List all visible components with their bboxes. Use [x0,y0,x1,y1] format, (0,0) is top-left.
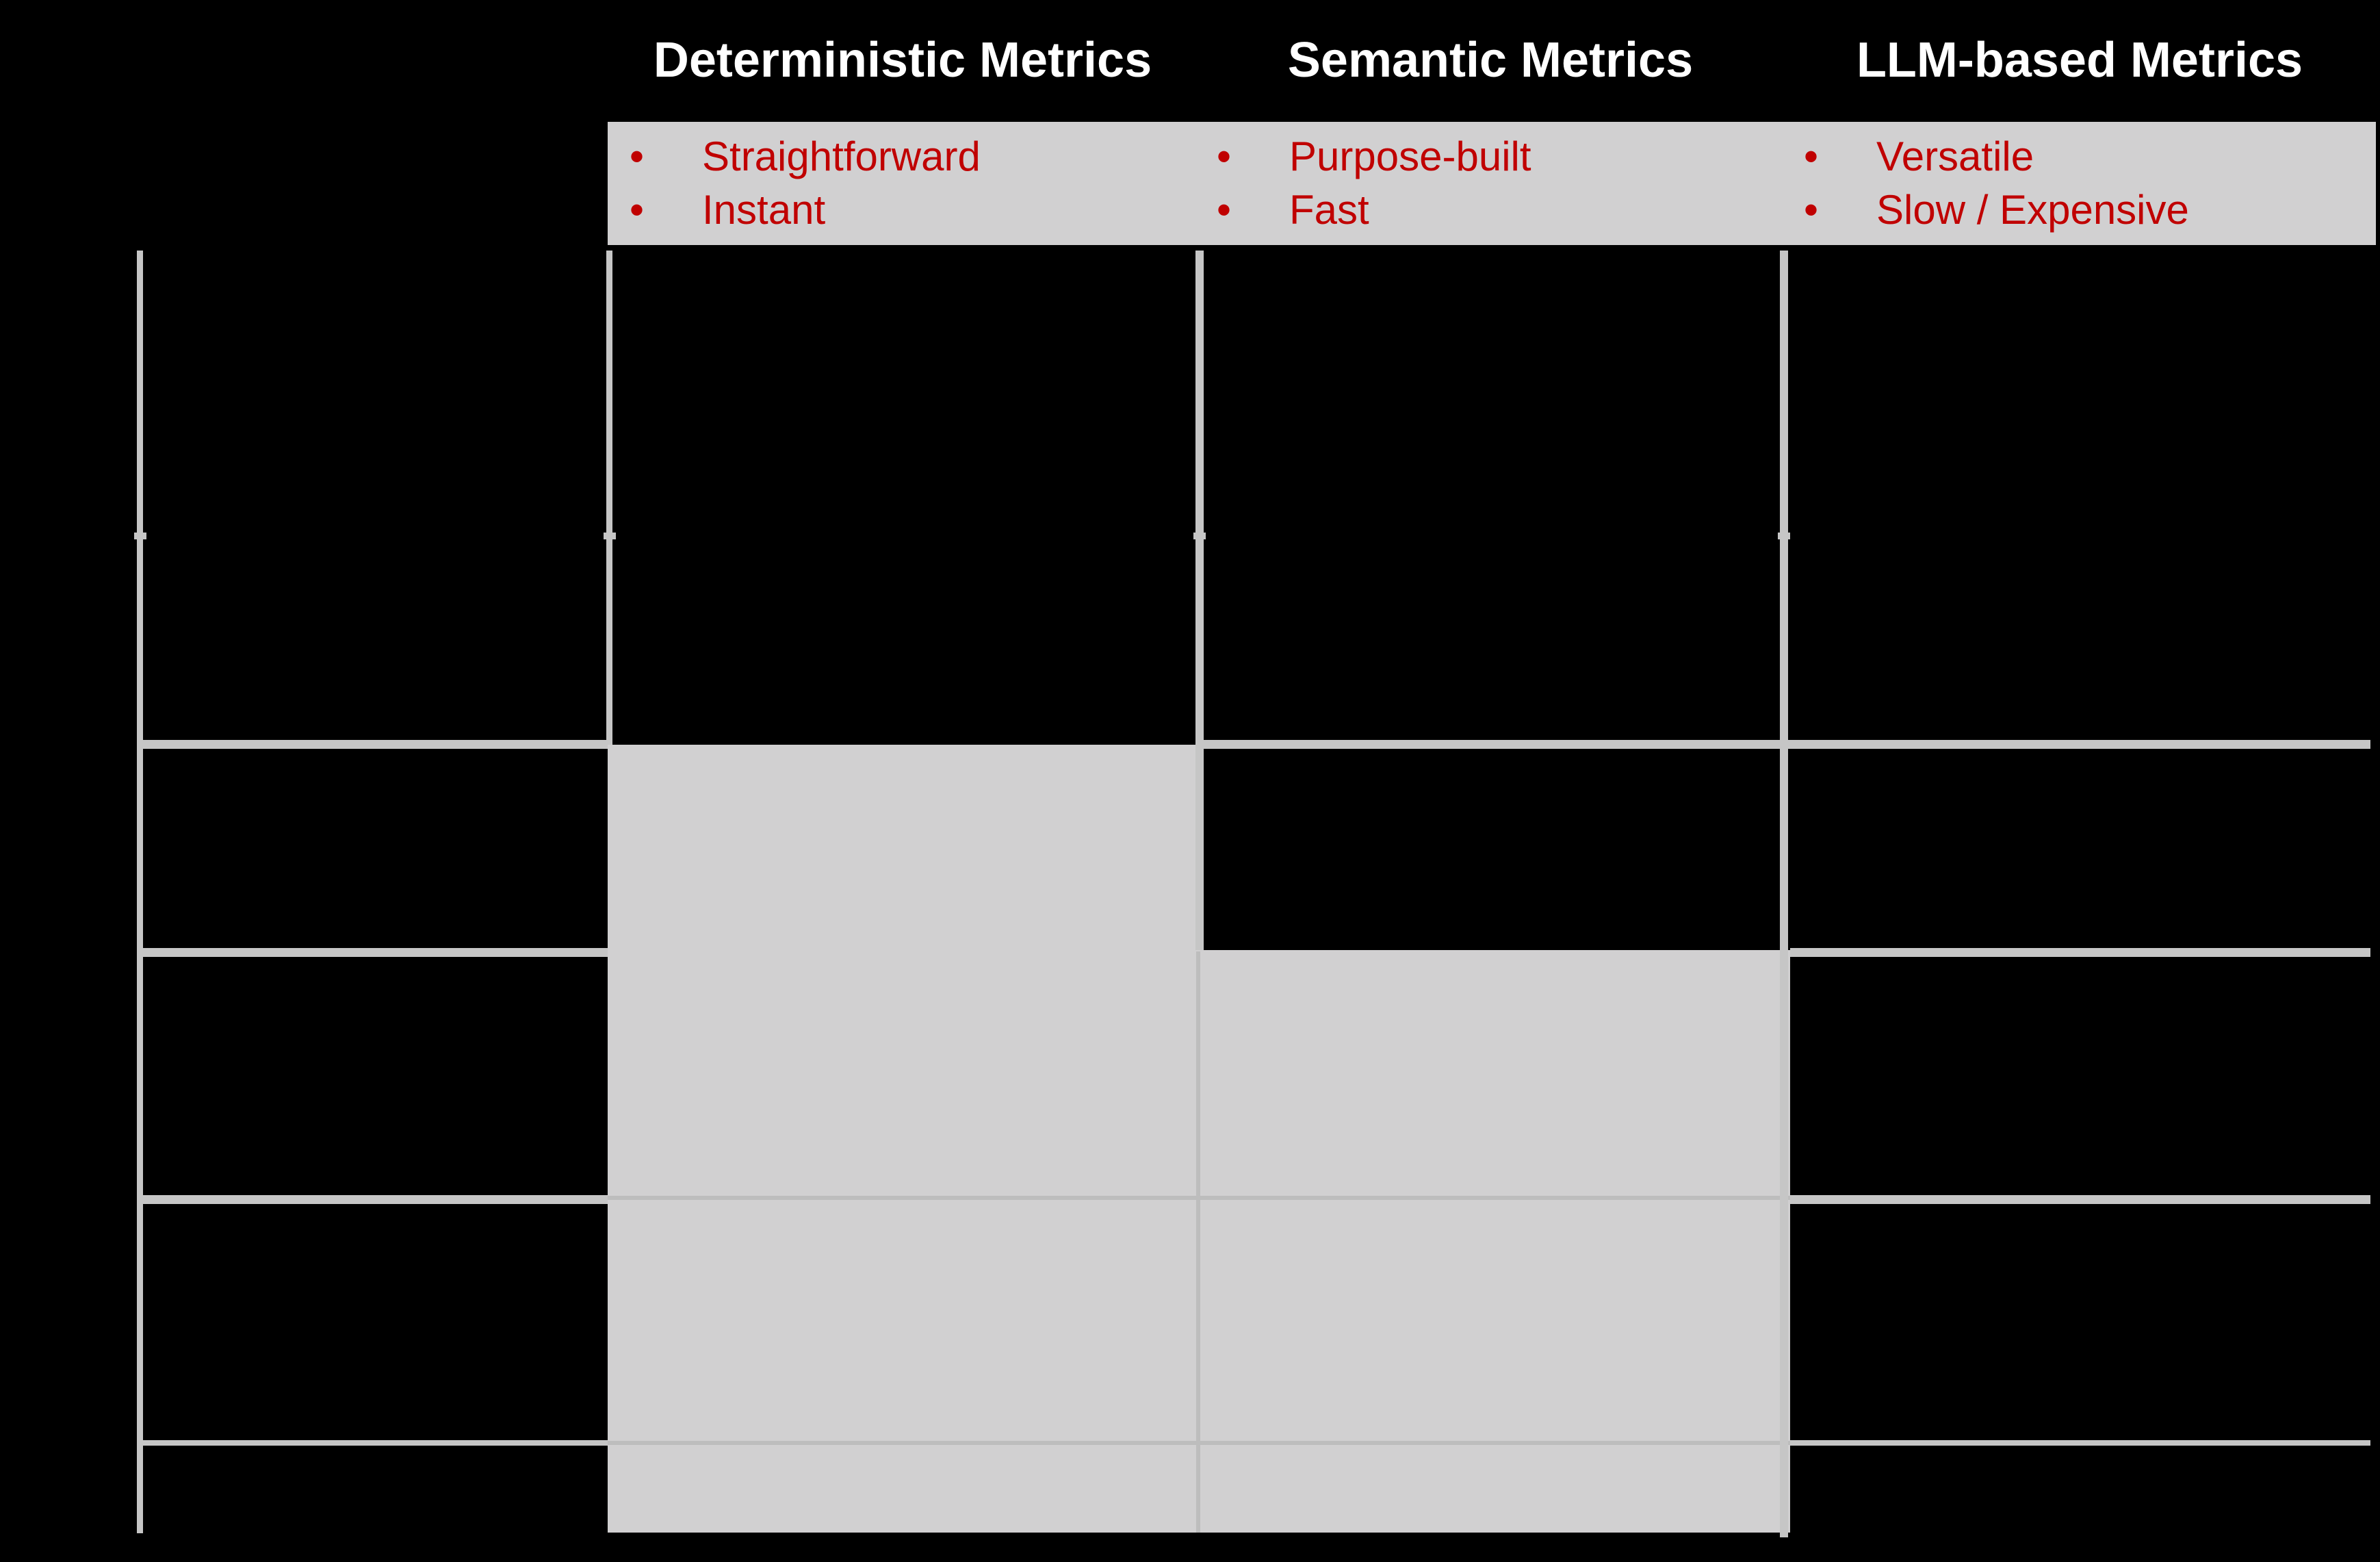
grid-line-row2-top [138,948,608,957]
grid-line-row3-top [138,1195,608,1204]
cell-deterministic-row1 [608,745,1199,1533]
bullet-item: Straightforward [608,130,981,183]
grid-tick [604,533,616,539]
divider [1196,951,1200,1533]
bullet-item: Fast [1195,183,1531,237]
divider [608,1441,1790,1445]
grid-tick [1193,533,1206,539]
bullets-deterministic: Straightforward Instant [608,130,981,237]
grid-line-row2-top [1790,948,2370,957]
grid-line-col2 [1195,251,1204,950]
grid-line-row1-top [138,740,608,749]
column-title-llm: LLM-based Metrics [1856,33,2303,88]
bullets-llm: Versatile Slow / Expensive [1782,130,2189,237]
cell-semantic-row2 [1199,950,1790,1533]
bullet-item: Slow / Expensive [1782,183,2189,237]
grid-line-col1 [606,251,612,745]
grid-line-row3-top [1790,1195,2370,1204]
grid-line-row4-top [1790,1440,2370,1446]
bullets-semantic: Purpose-built Fast [1195,130,1531,237]
grid-line-col3 [1780,251,1788,1537]
grid-tick [1778,533,1790,539]
column-title-semantic: Semantic Metrics [1287,33,1694,88]
bullet-item: Purpose-built [1195,130,1531,183]
divider [608,1196,1790,1200]
grid-line-left [137,251,143,1533]
bullet-item: Instant [608,183,981,237]
grid-tick [134,533,146,539]
column-title-deterministic: Deterministic Metrics [653,33,1152,88]
bullet-item: Versatile [1782,130,2189,183]
grid-line-row4-top [138,1440,608,1446]
